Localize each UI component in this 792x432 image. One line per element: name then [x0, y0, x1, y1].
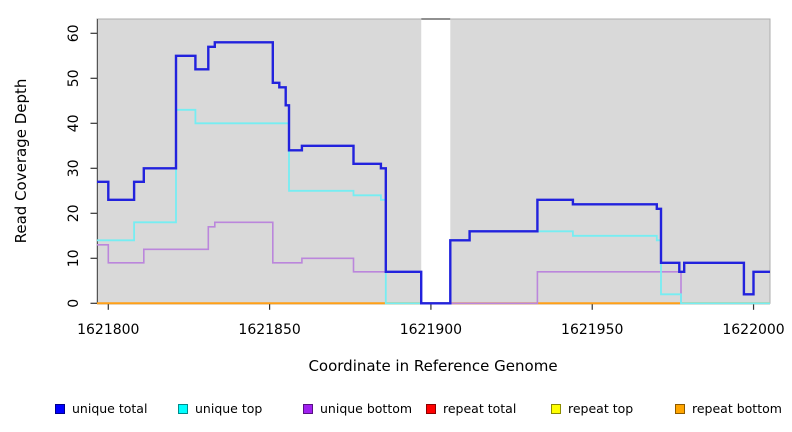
x-tick-label: 1621850 [238, 322, 300, 338]
legend-swatch-repeat-total [426, 404, 436, 414]
legend-swatch-unique-total [55, 404, 65, 414]
y-axis: 0 10 20 30 40 50 60 [66, 19, 98, 308]
legend-item-unique-bottom: unique bottom [303, 401, 412, 417]
legend-item-repeat-bottom: repeat bottom [675, 401, 782, 417]
legend-swatch-repeat-top [551, 404, 561, 414]
legend-label: unique bottom [320, 401, 413, 416]
x-tick-label: 1622000 [722, 322, 784, 338]
legend-item-repeat-top: repeat top [551, 401, 633, 417]
legend-swatch-unique-bottom [303, 404, 313, 414]
series-unique-total [97, 41, 770, 305]
legend-label: unique total [72, 401, 148, 416]
x-axis-title: Coordinate in Reference Genome [308, 357, 558, 375]
y-tick-label: 30 [66, 159, 82, 177]
legend-label: repeat top [568, 401, 634, 416]
y-tick-label: 20 [66, 204, 82, 222]
legend: unique total unique top unique bottom repea… [0, 401, 792, 421]
legend-label: unique top [195, 401, 263, 416]
legend-swatch-unique-top [178, 404, 188, 414]
series-unique-bottom [97, 221, 770, 305]
legend-label: repeat bottom [692, 401, 782, 416]
x-axis: 1621800 1621850 1621900 1621950 1622000 [77, 303, 785, 338]
x-tick-label: 1621900 [400, 322, 462, 338]
y-tick-label: 50 [66, 69, 82, 87]
legend-item-unique-top: unique top [178, 401, 262, 417]
x-tick-label: 1621950 [561, 322, 623, 338]
y-axis-title: Read Coverage Depth [12, 78, 30, 244]
legend-label: repeat total [443, 401, 517, 416]
x-tick-label: 1621800 [77, 322, 139, 338]
legend-swatch-repeat-bottom [675, 404, 685, 414]
y-tick-label: 60 [66, 24, 82, 42]
gap-band [421, 18, 451, 304]
legend-item-repeat-total: repeat total [426, 401, 516, 417]
y-tick-label: 10 [66, 249, 82, 267]
y-tick-label: 40 [66, 114, 82, 132]
legend-item-unique-total: unique total [55, 401, 147, 417]
y-tick-label: 0 [66, 299, 82, 308]
